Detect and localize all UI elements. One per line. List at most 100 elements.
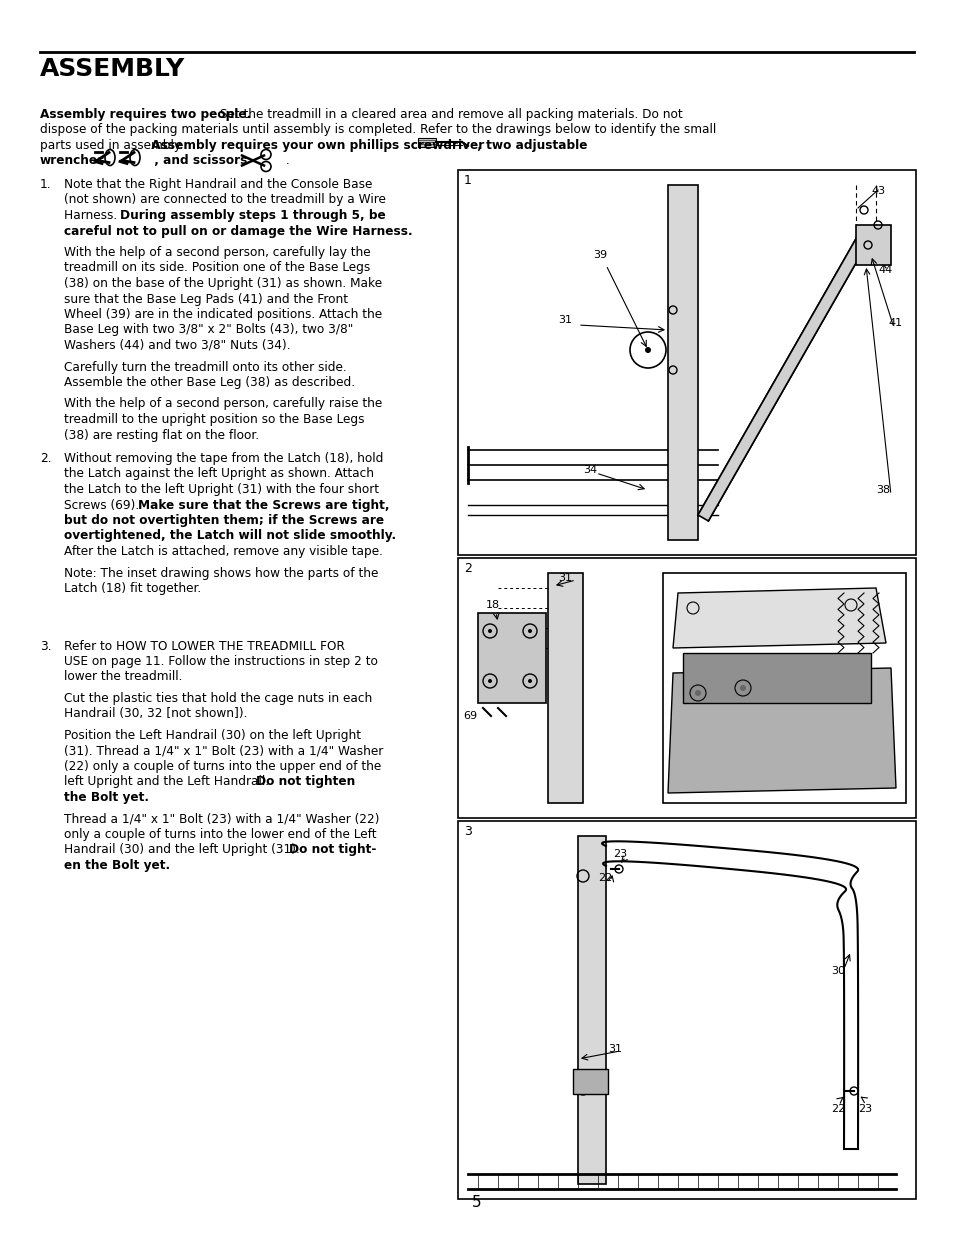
Text: 3.: 3. [40, 640, 51, 652]
Text: (38) are resting flat on the floor.: (38) are resting flat on the floor. [64, 429, 258, 441]
Polygon shape [672, 588, 885, 648]
Circle shape [695, 690, 700, 697]
Text: Harness.: Harness. [64, 209, 125, 222]
Text: Set the treadmill in a cleared area and remove all packing materials. Do not: Set the treadmill in a cleared area and … [215, 107, 682, 121]
Text: left Upright and the Left Handrail.: left Upright and the Left Handrail. [64, 776, 276, 788]
Text: Assembly requires two people.: Assembly requires two people. [40, 107, 251, 121]
Text: 5: 5 [472, 1195, 481, 1210]
Text: treadmill to the upright position so the Base Legs: treadmill to the upright position so the… [64, 412, 364, 426]
Bar [682, 653, 870, 703]
Text: Base Leg with two 3/8" x 2" Bolts (43), two 3/8": Base Leg with two 3/8" x 2" Bolts (43), … [64, 324, 353, 336]
Text: 41: 41 [887, 317, 902, 329]
Bar [417, 138, 436, 147]
Text: (not shown) are connected to the treadmill by a Wire: (not shown) are connected to the treadmi… [64, 194, 385, 206]
Text: Thread a 1/4" x 1" Bolt (23) with a 1/4" Washer (22): Thread a 1/4" x 1" Bolt (23) with a 1/4"… [64, 813, 379, 825]
Circle shape [740, 685, 745, 692]
Circle shape [488, 679, 492, 683]
Text: 69: 69 [462, 711, 476, 721]
Bar [662, 573, 905, 803]
Text: 22: 22 [830, 1104, 844, 1114]
Text: en the Bolt yet.: en the Bolt yet. [64, 860, 170, 872]
Text: 3: 3 [463, 825, 472, 839]
Text: 30: 30 [830, 966, 844, 976]
Text: 43: 43 [870, 186, 884, 196]
Bar [457, 558, 915, 818]
Text: 23: 23 [857, 1104, 871, 1114]
Text: Handrail (30, 32 [not shown]).: Handrail (30, 32 [not shown]). [64, 708, 247, 720]
Text: wrenches: wrenches [40, 154, 105, 168]
Text: Note: The inset drawing shows how the parts of the: Note: The inset drawing shows how the pa… [64, 567, 378, 579]
Text: 31: 31 [558, 315, 572, 325]
Polygon shape [667, 668, 895, 793]
Text: Without removing the tape from the Latch (18), hold: Without removing the tape from the Latch… [64, 452, 383, 466]
Text: Do not tighten: Do not tighten [255, 776, 355, 788]
Text: 2: 2 [463, 562, 472, 576]
Text: , two adjustable: , two adjustable [473, 140, 587, 152]
Text: 1.: 1. [40, 178, 51, 191]
Circle shape [527, 629, 532, 634]
Text: 44: 44 [877, 266, 891, 275]
Text: 23: 23 [613, 848, 626, 860]
Text: (22) only a couple of turns into the upper end of the: (22) only a couple of turns into the upp… [64, 760, 381, 773]
Circle shape [488, 629, 492, 634]
Bar [667, 185, 698, 540]
Text: the Bolt yet.: the Bolt yet. [64, 790, 149, 804]
Bar [578, 836, 605, 1184]
Text: 38: 38 [875, 485, 889, 495]
Bar [457, 170, 915, 555]
Text: 1: 1 [463, 174, 472, 186]
Text: (38) on the base of the Upright (31) as shown. Make: (38) on the base of the Upright (31) as … [64, 277, 382, 290]
Bar [573, 1070, 607, 1094]
Circle shape [644, 347, 650, 353]
Circle shape [527, 679, 532, 683]
Text: Position the Left Handrail (30) on the left Upright: Position the Left Handrail (30) on the l… [64, 729, 360, 742]
Text: Carefully turn the treadmill onto its other side.: Carefully turn the treadmill onto its ot… [64, 361, 346, 373]
Text: sure that the Base Leg Pads (41) and the Front: sure that the Base Leg Pads (41) and the… [64, 293, 348, 305]
Text: USE on page 11. Follow the instructions in step 2 to: USE on page 11. Follow the instructions … [64, 655, 377, 668]
Text: With the help of a second person, carefully raise the: With the help of a second person, carefu… [64, 398, 382, 410]
Text: Spacer: Spacer [667, 576, 706, 585]
Text: With the help of a second person, carefully lay the: With the help of a second person, carefu… [64, 246, 370, 259]
Text: overtightened, the Latch will not slide smoothly.: overtightened, the Latch will not slide … [64, 530, 395, 542]
Text: Latch (18) fit together.: Latch (18) fit together. [64, 582, 201, 595]
Text: parts used in assembly.: parts used in assembly. [40, 140, 183, 152]
Text: .: . [282, 154, 290, 168]
Text: only a couple of turns into the lower end of the Left: only a couple of turns into the lower en… [64, 827, 376, 841]
Text: 22: 22 [598, 873, 612, 883]
Text: Note that the Right Handrail and the Console Base: Note that the Right Handrail and the Con… [64, 178, 372, 191]
Text: 31: 31 [607, 1044, 621, 1053]
Text: After the Latch is attached, remove any visible tape.: After the Latch is attached, remove any … [64, 545, 382, 558]
Text: the Latch against the left Upright as shown. Attach: the Latch against the left Upright as sh… [64, 468, 374, 480]
Text: careful not to pull on or damage the Wire Harness.: careful not to pull on or damage the Wir… [64, 225, 413, 237]
Bar [547, 573, 582, 803]
Text: During assembly steps 1 through 5, be: During assembly steps 1 through 5, be [120, 209, 385, 222]
Text: Handrail (30) and the left Upright (31).: Handrail (30) and the left Upright (31). [64, 844, 307, 857]
Text: Screws (69).: Screws (69). [64, 499, 147, 511]
Text: Bracket: Bracket [672, 785, 715, 795]
Text: (31). Thread a 1/4" x 1" Bolt (23) with a 1/4" Washer: (31). Thread a 1/4" x 1" Bolt (23) with … [64, 745, 383, 757]
Text: , and scissors: , and scissors [150, 154, 247, 168]
Text: 31: 31 [558, 573, 572, 583]
Text: Assemble the other Base Leg (38) as described.: Assemble the other Base Leg (38) as desc… [64, 375, 355, 389]
Text: Do not tight-: Do not tight- [289, 844, 376, 857]
Text: Latch: Latch [853, 748, 883, 758]
Text: the Latch to the left Upright (31) with the four short: the Latch to the left Upright (31) with … [64, 483, 378, 496]
Text: Wheel (39) are in the indicated positions. Attach the: Wheel (39) are in the indicated position… [64, 308, 382, 321]
Text: 2.: 2. [40, 452, 51, 466]
Text: Washers (44) and two 3/8" Nuts (34).: Washers (44) and two 3/8" Nuts (34). [64, 338, 291, 352]
Text: ASSEMBLY: ASSEMBLY [40, 57, 185, 82]
Text: Cut the plastic ties that hold the cage nuts in each: Cut the plastic ties that hold the cage … [64, 692, 372, 705]
Text: 18: 18 [485, 600, 499, 610]
Text: lower the treadmill.: lower the treadmill. [64, 671, 182, 683]
Text: Make sure that the Screws are tight,: Make sure that the Screws are tight, [138, 499, 389, 511]
Text: Assembly requires your own phillips screwdriver: Assembly requires your own phillips scre… [147, 140, 484, 152]
Text: dispose of the packing materials until assembly is completed. Refer to the drawi: dispose of the packing materials until a… [40, 124, 716, 137]
Text: 34: 34 [582, 466, 597, 475]
Bar [477, 613, 545, 703]
Text: Refer to HOW TO LOWER THE TREADMILL FOR: Refer to HOW TO LOWER THE TREADMILL FOR [64, 640, 345, 652]
Text: Springs: Springs [843, 595, 885, 605]
Text: but do not overtighten them; if the Screws are: but do not overtighten them; if the Scre… [64, 514, 384, 527]
Bar [855, 225, 890, 266]
Text: treadmill on its side. Position one of the Base Legs: treadmill on its side. Position one of t… [64, 262, 370, 274]
Polygon shape [698, 230, 870, 521]
